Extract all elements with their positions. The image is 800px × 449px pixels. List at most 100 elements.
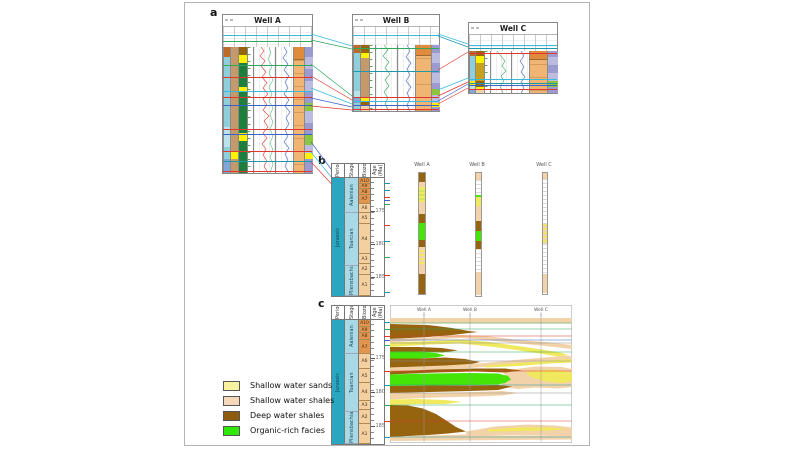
age-minor-tick xyxy=(371,266,374,267)
biozone-column xyxy=(415,45,432,111)
margin-marker xyxy=(384,405,390,407)
legend-swatch-deep xyxy=(223,411,240,421)
well-c-body xyxy=(469,45,558,93)
age-minor-tick xyxy=(371,242,374,243)
facies-segment xyxy=(543,173,547,179)
facies-segment xyxy=(476,221,481,231)
age-tick-label: 180 xyxy=(375,389,386,395)
marker-line xyxy=(223,91,312,92)
age-minor-tick xyxy=(371,272,374,273)
marker-lines-overlay xyxy=(353,15,439,111)
log-track-1 xyxy=(253,47,276,173)
facies-segment xyxy=(224,47,231,57)
age-minor-tick xyxy=(371,414,374,415)
facies-segment xyxy=(361,45,370,53)
facies-segment xyxy=(432,63,440,73)
surface-and-well-lines xyxy=(390,317,572,442)
biozone-label: A7 xyxy=(361,344,368,350)
age-minor-tick xyxy=(371,336,374,337)
age-minor-tick xyxy=(371,278,374,279)
marker-line xyxy=(469,83,557,84)
panel-b-strat-table: Period Stage Biozone Age (Ma) Jurassic Aaleni… xyxy=(331,163,392,297)
facies-segment xyxy=(361,101,370,105)
marker-line xyxy=(353,105,439,106)
facies-segment xyxy=(476,231,481,241)
age-tick-label: 175 xyxy=(375,355,386,361)
biozone-label: A3 xyxy=(361,403,368,408)
facies-segment xyxy=(476,87,485,90)
table-grid: Period Stage Biozone Age (Ma) Jurassic Aaleni… xyxy=(331,305,385,445)
table-header-cell: Stage xyxy=(344,164,358,178)
table-header-cell: Period xyxy=(332,164,344,178)
period-cell: Jurassic xyxy=(332,320,344,444)
facies-segment xyxy=(548,73,558,81)
biozone-cell: A4 xyxy=(358,224,370,254)
facies-segment xyxy=(354,53,361,91)
biozone-label: A4 xyxy=(361,389,368,395)
wheeler-diagram: Well A Well B Well C xyxy=(390,305,572,443)
margin-marker xyxy=(384,421,390,423)
table-header-text: Age (Ma) xyxy=(371,306,384,319)
marker-line xyxy=(223,134,312,135)
age-tick xyxy=(371,426,375,427)
lithology-column xyxy=(360,45,370,111)
table-header-text: Period xyxy=(335,164,341,177)
marker-line xyxy=(469,85,557,86)
margin-marker xyxy=(384,197,390,199)
age-minor-tick xyxy=(371,342,374,343)
facies-segment xyxy=(432,89,440,95)
biozone-label: A6 xyxy=(361,359,368,364)
table-header-text: Age (Ma) xyxy=(371,164,384,177)
panel-b-well-a-label: Well A xyxy=(414,162,430,168)
age-minor-tick xyxy=(371,378,374,379)
sample-ticks-column xyxy=(247,47,254,173)
facies-segment xyxy=(305,145,313,153)
facies-legend: Shallow water sands Shallow water shales… xyxy=(223,380,353,440)
margin-marker xyxy=(384,275,390,277)
biozone-label: A5 xyxy=(361,373,368,379)
age-column: 175 180 185 xyxy=(370,178,386,296)
facies-segment xyxy=(548,87,558,93)
stage-label: Pliensbachian xyxy=(348,266,355,295)
facies-segment xyxy=(419,274,425,294)
biozone-label: A6 xyxy=(361,206,368,211)
age-tick xyxy=(371,277,375,278)
marker-line xyxy=(223,35,312,36)
stage-cell: Pliensbachian xyxy=(344,266,358,296)
age-tick-label: 185 xyxy=(375,274,386,280)
facies-segment xyxy=(305,81,313,91)
facies-segment xyxy=(476,90,485,93)
facies-segment xyxy=(419,247,425,250)
margin-marker xyxy=(384,385,390,387)
age-tick xyxy=(371,358,375,359)
facies-segment xyxy=(354,45,361,53)
facies-segment xyxy=(361,97,370,101)
biozone-label: A1 xyxy=(361,283,368,288)
well-b-panel: Well B xyxy=(352,14,440,112)
stage-cell: Aalenian xyxy=(344,320,358,354)
age-minor-tick xyxy=(371,194,374,195)
marker-line xyxy=(469,48,557,49)
margin-marker xyxy=(384,257,390,259)
facies-segment xyxy=(239,141,248,173)
facies-segment xyxy=(470,89,476,93)
biozone-label: A2 xyxy=(361,414,368,420)
age-minor-tick xyxy=(371,396,374,397)
period-label: Jurassic xyxy=(335,227,341,247)
legend-swatch-organic xyxy=(223,426,240,436)
facies-segment xyxy=(305,57,313,69)
facies-segment xyxy=(476,180,481,195)
panel-b-well-c-label: Well C xyxy=(536,162,552,168)
facies-segment xyxy=(239,63,248,87)
table-header-cell: Age (Ma) xyxy=(370,164,384,178)
facies-segment xyxy=(361,105,370,111)
margin-markers xyxy=(384,177,392,295)
age-tick xyxy=(371,211,375,212)
biozone-cell: A10 xyxy=(358,178,370,184)
biozone-label: A10 xyxy=(360,178,369,184)
facies-segment xyxy=(432,95,440,103)
facies-segment xyxy=(419,202,425,214)
biozone-top-cell xyxy=(530,51,548,60)
table-header-cell: Period xyxy=(332,306,344,320)
